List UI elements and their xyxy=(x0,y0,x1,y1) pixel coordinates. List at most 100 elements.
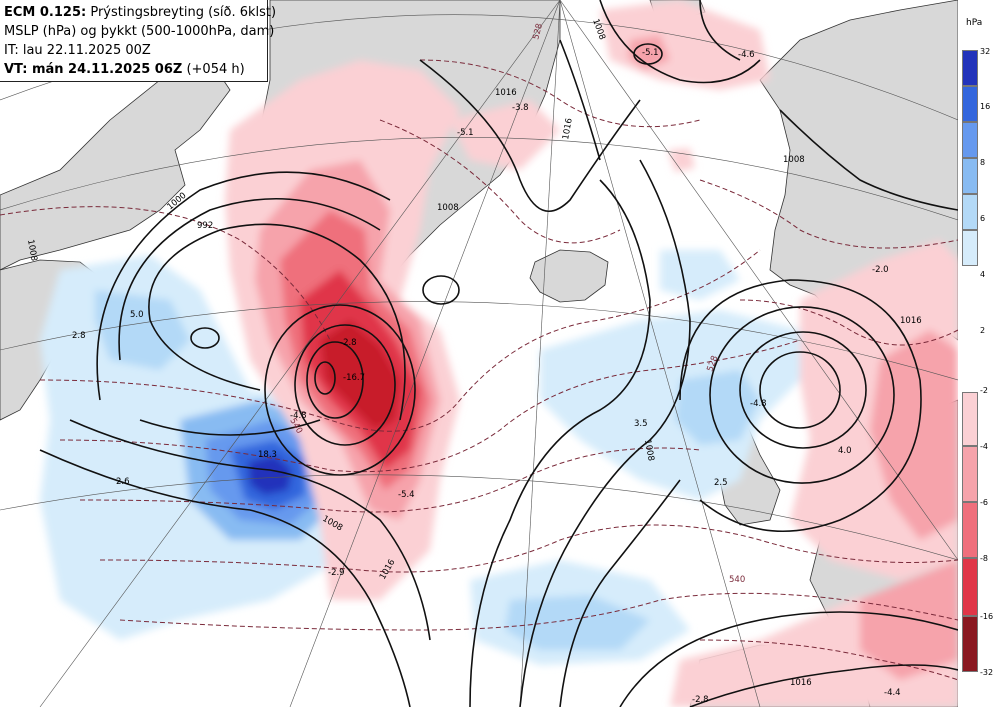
legend-label-6: 6 xyxy=(980,214,986,223)
isobar-south-east xyxy=(619,611,958,707)
legend-label-neg2: -2 xyxy=(980,386,988,395)
tend-label-4: 2.6 xyxy=(116,477,130,487)
legend-swatch-32 xyxy=(962,50,978,86)
valid-time-line: VT: mán 24.11.2025 06Z (+054 h) xyxy=(4,60,267,79)
tend-label-12: -4.8 xyxy=(750,399,767,409)
isobar-label-10: 1016 xyxy=(495,88,517,98)
thickness-line-2 xyxy=(39,249,761,432)
lon-line-2 xyxy=(519,0,561,707)
isobar-north-1 xyxy=(419,59,641,212)
tend-label-19: -4.4 xyxy=(884,688,901,698)
tend-label-2: 2.8 xyxy=(72,331,86,341)
rise-area-core-4 xyxy=(248,455,292,495)
isobar-label-7: 1008 xyxy=(642,439,656,462)
thickness-line-9 xyxy=(699,179,958,249)
legend-label-neg6: -6 xyxy=(980,498,988,507)
legend-swatch-neg2 xyxy=(962,392,978,446)
thickness-label-1: 540 xyxy=(729,575,745,585)
isobar-low-east-4 xyxy=(679,279,922,533)
isobars xyxy=(39,0,958,707)
thickness-line-11 xyxy=(699,639,958,681)
legend-label-neg8: -8 xyxy=(980,554,988,563)
legend-label-32: 32 xyxy=(980,47,991,56)
isobar-label-8: 1016 xyxy=(790,678,812,688)
isobar-ridge-3 xyxy=(559,479,681,707)
tend-label-1: 5.0 xyxy=(130,310,144,320)
isobar-low-east-1 xyxy=(759,351,841,429)
legend-swatch-neg16 xyxy=(962,616,978,672)
land-iceland xyxy=(529,249,609,303)
legend-label-8: 8 xyxy=(980,158,986,167)
lon-line-4 xyxy=(559,0,958,561)
tend-label-6: -5.4 xyxy=(398,490,415,500)
legend-swatch-neg8 xyxy=(962,558,978,616)
isobar-low-center-2 xyxy=(306,341,364,419)
map-title-box: ECM 0.125: Prýstingsbreyting (síð. 6klst… xyxy=(0,0,276,82)
fall-area-main-5 xyxy=(320,320,400,430)
title-line-1: ECM 0.125: Prýstingsbreyting (síð. 6klst… xyxy=(4,3,276,22)
isobar-west-5 xyxy=(69,419,431,641)
legend-unit: hPa xyxy=(966,18,983,28)
legend-label-neg32: -32 xyxy=(980,668,994,677)
isobar-west-1 xyxy=(148,223,406,421)
isobar-west-6 xyxy=(39,449,411,707)
isobar-low-east-3 xyxy=(709,306,895,484)
isobar-scandinavia xyxy=(779,109,958,211)
isobar-label-4: 1016 xyxy=(561,117,575,140)
thickness-line-1 xyxy=(0,206,331,341)
rise-area-south-2 xyxy=(505,595,650,650)
tend-label-3: 18.3 xyxy=(258,450,277,460)
isobar-low-east-2 xyxy=(739,331,867,449)
isobar-south-east-2 xyxy=(689,664,958,707)
isobar-north-low xyxy=(633,43,663,65)
tend-label-16: 4.0 xyxy=(838,446,852,456)
rise-area-east-2 xyxy=(675,370,760,445)
isobar-west-4 xyxy=(139,419,321,436)
thickness-line-4 xyxy=(79,447,701,513)
legend-label-neg16: -16 xyxy=(980,612,994,621)
tend-label-7: -2.9 xyxy=(328,568,345,578)
tend-label-17: 2.5 xyxy=(714,478,728,488)
tend-label-9: -4.6 xyxy=(738,50,755,60)
fall-area-spot xyxy=(668,148,695,172)
isobar-north-3 xyxy=(699,0,741,61)
map-title: Prýstingsbreyting (síð. 6klst) xyxy=(90,5,277,20)
lat-line-2 xyxy=(0,137,958,221)
isobar-north-2 xyxy=(599,0,761,84)
isobar-label-9: 1008 xyxy=(783,155,805,165)
isobar-label-11: 1016 xyxy=(900,316,922,326)
lon-line-3 xyxy=(559,0,761,707)
isobar-low-center-3 xyxy=(294,324,396,446)
legend-label-2: 2 xyxy=(980,326,986,335)
lat-line-3 xyxy=(0,301,958,381)
lon-line-5 xyxy=(39,0,561,707)
tend-label-10: -3.8 xyxy=(512,103,529,113)
legend-label-16: 16 xyxy=(980,102,991,111)
legend-label-neg4: -4 xyxy=(980,442,988,451)
isobar-ridge-2 xyxy=(519,159,691,707)
tend-label-11: -5.1 xyxy=(642,48,659,58)
legend-label-4: 4 xyxy=(980,270,986,279)
lead-time: (+054 h) xyxy=(186,62,245,77)
fall-area-south-east-2 xyxy=(860,560,958,680)
title-line-2: MSLP (hPa) og þykkt (500-1000hPa, dam) xyxy=(4,24,275,39)
model-label: ECM 0.125: xyxy=(4,5,87,20)
tend-label-5: -16.7 xyxy=(343,373,365,383)
lon-line-1 xyxy=(289,0,561,707)
legend-swatch-8 xyxy=(962,122,978,158)
legend-swatch-4 xyxy=(962,194,978,230)
isobar-low-center-1 xyxy=(314,361,336,395)
fall-area-scandinavia-2 xyxy=(870,330,958,540)
isobar-iceland-loop xyxy=(422,275,460,305)
valid-time: VT: mán 24.11.2025 06Z xyxy=(4,62,183,77)
tend-label-13: 3.5 xyxy=(634,419,648,429)
isobar-north-4 xyxy=(559,39,601,161)
thickness-line-6 xyxy=(119,592,958,631)
tend-label-15: -4.8 xyxy=(290,411,307,421)
land-baffin xyxy=(0,59,231,271)
isobar-low-center-4 xyxy=(264,304,416,476)
tend-label-14: -2.8 xyxy=(692,695,709,705)
isobar-west-2 xyxy=(118,197,381,361)
legend-swatch-6 xyxy=(962,158,978,194)
thickness-line-7 xyxy=(379,119,621,244)
